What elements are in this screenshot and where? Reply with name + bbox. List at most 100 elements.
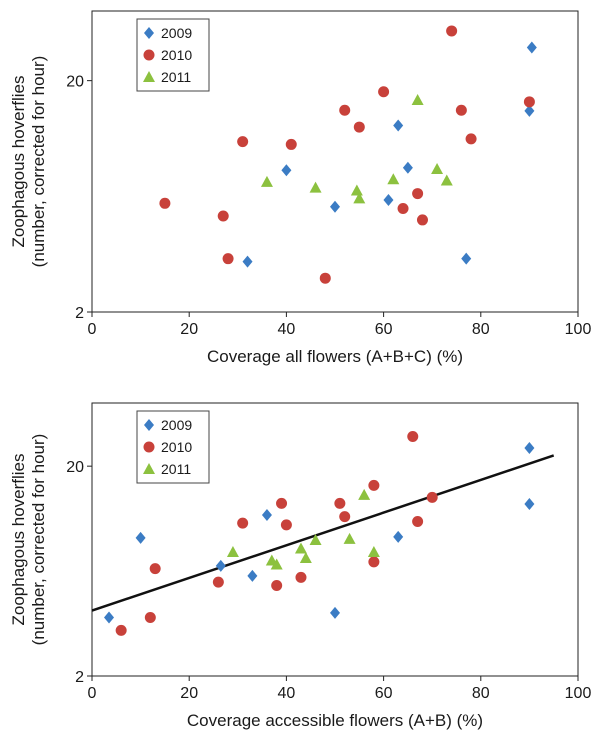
data-point-2009: [281, 164, 292, 177]
data-point-2011: [358, 488, 371, 500]
legend-marker-2010: [143, 441, 155, 453]
data-point-2010: [339, 511, 351, 523]
series-2010: [115, 430, 438, 636]
data-point-2010: [412, 188, 424, 200]
y-tick-label: 2: [75, 305, 84, 322]
legend-marker-2009: [144, 419, 154, 431]
data-point-2010: [271, 579, 283, 591]
y-axis-label-line-2: (number, corrected for hour): [29, 56, 48, 268]
series-2009: [242, 41, 537, 268]
data-point-2010: [319, 272, 331, 284]
data-point-2010: [222, 253, 234, 265]
x-axis-label: Coverage accessible flowers (A+B) (%): [187, 711, 483, 730]
data-point-2011: [350, 184, 363, 196]
legend-label: 2009: [161, 25, 192, 41]
data-point-2009: [524, 498, 535, 511]
data-point-2010: [446, 25, 458, 37]
data-point-2010: [280, 519, 292, 531]
data-point-2011: [411, 93, 424, 105]
x-tick-label: 20: [180, 321, 198, 338]
data-point-2011: [309, 181, 322, 193]
data-point-2009: [261, 509, 272, 522]
data-point-2009: [383, 193, 394, 206]
x-tick-label: 0: [88, 685, 97, 702]
plot-frame: [91, 10, 579, 313]
data-point-2010: [334, 497, 346, 509]
legend-label: 2010: [161, 47, 192, 63]
x-tick-label: 0: [88, 321, 97, 338]
data-point-2009: [524, 442, 535, 455]
trend-line: [91, 454, 555, 612]
data-point-2009: [393, 119, 404, 132]
data-point-2010: [465, 133, 477, 145]
data-point-2009: [524, 104, 535, 117]
data-point-2010: [426, 491, 438, 503]
data-point-2009: [402, 161, 413, 174]
data-point-2010: [407, 430, 419, 442]
x-tick-label: 100: [565, 321, 592, 338]
legend-marker-2011: [143, 463, 155, 474]
legend-label: 2010: [161, 439, 192, 455]
data-point-2009: [526, 41, 537, 54]
legend-marker-2011: [143, 71, 155, 82]
x-axis-label: Coverage all flowers (A+B+C) (%): [207, 347, 463, 366]
data-point-2009: [330, 200, 340, 213]
data-point-2010: [455, 104, 467, 116]
data-point-2011: [431, 163, 444, 175]
data-point-2010: [159, 197, 171, 209]
data-point-2010: [368, 479, 380, 491]
x-tick-label: 60: [375, 321, 393, 338]
legend: 2009 2010 2011: [136, 18, 210, 92]
data-point-2011: [387, 173, 400, 185]
data-point-2010: [523, 96, 535, 108]
y-tick-label: 20: [66, 459, 84, 476]
chart-panel-2: 0 20 40 60 80 100 2 20 Coverage accessible flowe…: [9, 402, 592, 730]
x-tick-label: 100: [565, 685, 592, 702]
data-point-2011: [309, 533, 322, 545]
y-axis-label-line-1: Zoophagous hoverflies: [9, 75, 28, 247]
data-point-2011: [440, 174, 453, 186]
series-2011: [226, 488, 380, 570]
data-point-2011: [353, 192, 366, 204]
data-point-2009: [393, 530, 404, 543]
legend-marker-2009: [144, 27, 154, 39]
x-tick-label: 40: [278, 685, 296, 702]
data-point-2011: [260, 175, 273, 187]
series-2009: [104, 442, 535, 624]
x-tick-label: 40: [278, 321, 296, 338]
data-point-2010: [217, 210, 229, 222]
data-point-2010: [416, 214, 428, 226]
data-point-2010: [144, 612, 156, 624]
legend-label: 2011: [161, 461, 191, 477]
y-tick-label: 20: [66, 74, 84, 91]
data-point-2010: [378, 86, 390, 98]
data-point-2010: [237, 517, 249, 529]
x-tick-label: 80: [472, 321, 490, 338]
data-point-2011: [367, 545, 380, 557]
data-point-2011: [343, 532, 356, 544]
data-point-2009: [215, 559, 226, 572]
data-point-2009: [247, 569, 258, 582]
plot-frame: [91, 402, 579, 677]
data-point-2010: [212, 576, 224, 588]
series-2010: [159, 25, 535, 284]
data-point-2009: [104, 611, 115, 624]
y-axis-label-line-2: (number, corrected for hour): [29, 434, 48, 646]
data-point-2011: [294, 542, 307, 554]
data-point-2010: [149, 563, 161, 575]
data-point-2009: [461, 252, 472, 265]
y-tick-label: 2: [75, 669, 84, 686]
legend-marker-2010: [143, 49, 155, 61]
data-point-2010: [237, 136, 249, 148]
data-point-2010: [285, 138, 297, 150]
legend-label: 2009: [161, 417, 192, 433]
data-point-2010: [368, 556, 380, 568]
data-point-2009: [135, 531, 146, 544]
x-tick-label: 80: [472, 685, 490, 702]
data-point-2010: [412, 515, 424, 527]
data-point-2011: [299, 552, 312, 564]
data-point-2011: [226, 545, 239, 557]
y-axis-label-line-1: Zoophagous hoverflies: [9, 453, 28, 625]
